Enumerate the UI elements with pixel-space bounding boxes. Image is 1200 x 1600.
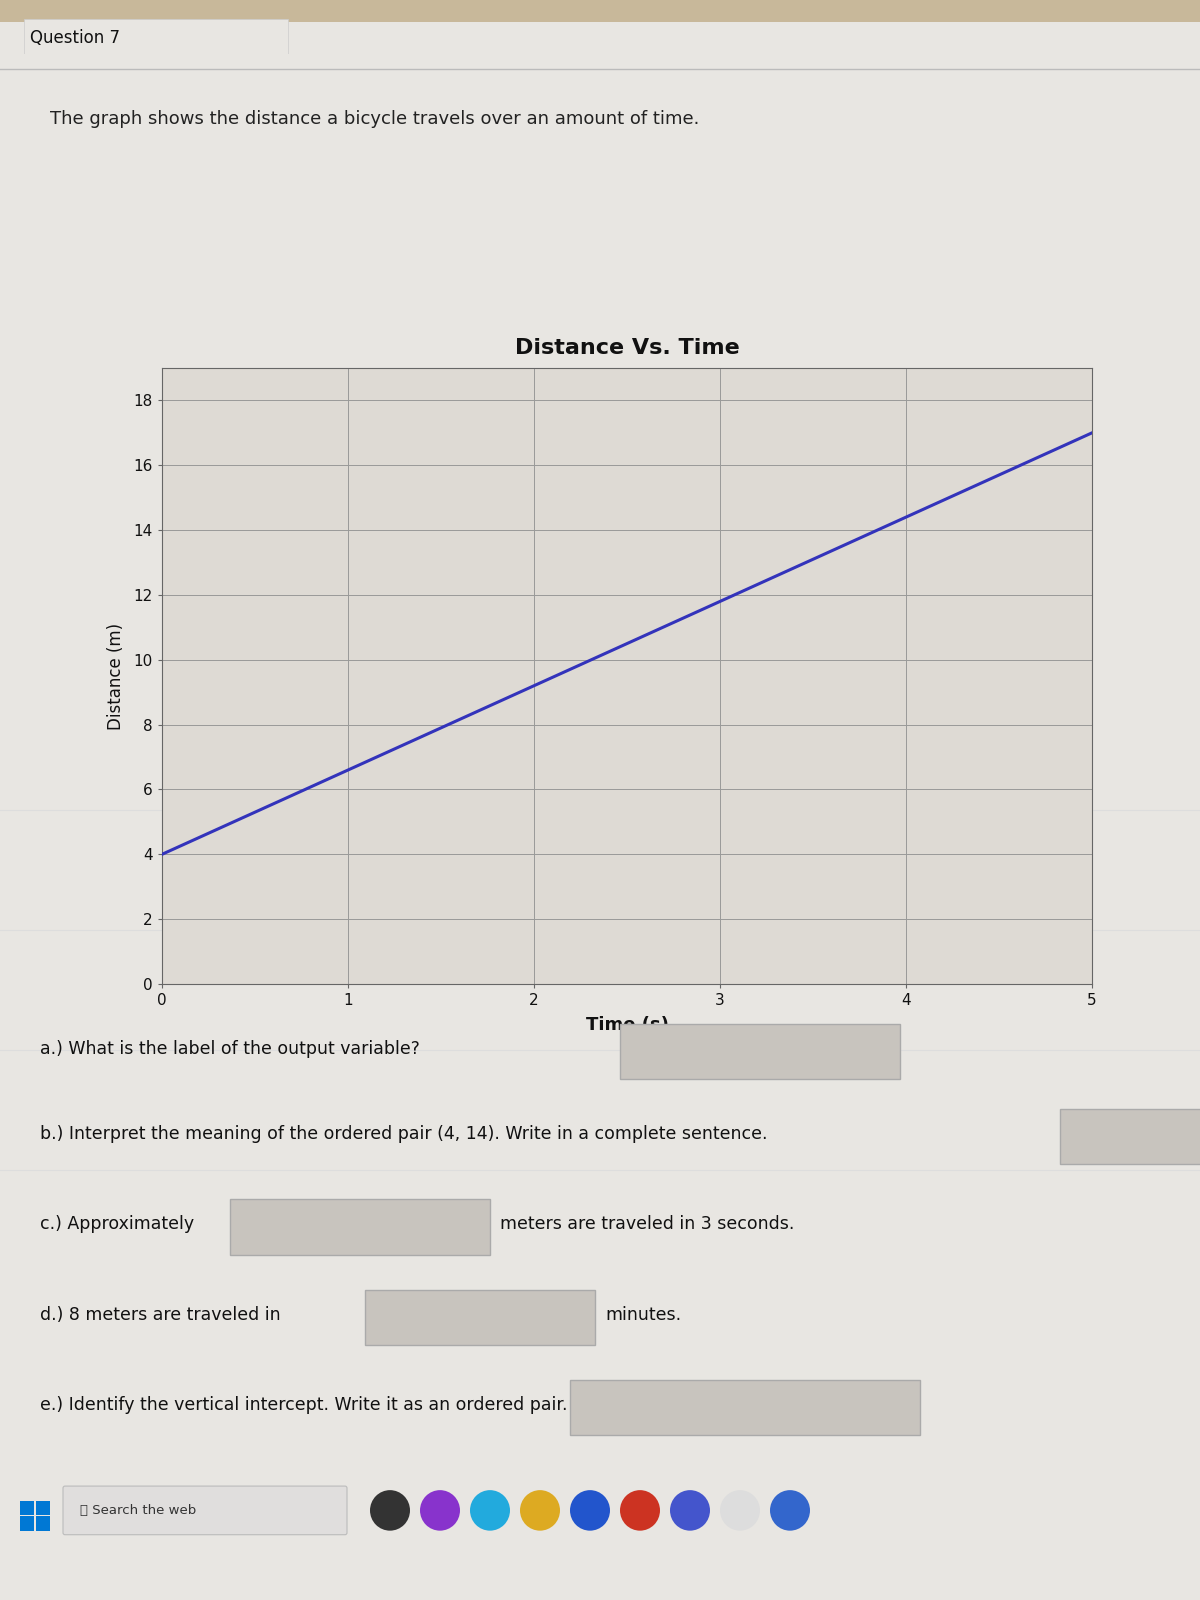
Circle shape <box>470 1490 510 1531</box>
Text: d.) 8 meters are traveled in: d.) 8 meters are traveled in <box>40 1306 281 1323</box>
Bar <box>36 1517 50 1531</box>
Circle shape <box>570 1490 610 1531</box>
Text: The graph shows the distance a bicycle travels over an amount of time.: The graph shows the distance a bicycle t… <box>50 110 700 128</box>
Text: a.) What is the label of the output variable?: a.) What is the label of the output vari… <box>40 1040 420 1058</box>
Circle shape <box>520 1490 560 1531</box>
Circle shape <box>420 1490 460 1531</box>
Bar <box>570 1379 920 1435</box>
Bar <box>620 1024 900 1078</box>
Circle shape <box>720 1490 760 1531</box>
Circle shape <box>770 1490 810 1531</box>
Y-axis label: Distance (m): Distance (m) <box>107 622 125 730</box>
Bar <box>36 1501 50 1515</box>
Circle shape <box>370 1490 410 1531</box>
Bar <box>24 19 288 54</box>
Text: c.) Approximately: c.) Approximately <box>40 1216 194 1234</box>
Circle shape <box>620 1490 660 1531</box>
X-axis label: Time (s): Time (s) <box>586 1016 668 1034</box>
Text: Question 7: Question 7 <box>30 29 120 46</box>
Text: ⌕ Search the web: ⌕ Search the web <box>80 1504 197 1517</box>
Bar <box>20 1501 34 1515</box>
FancyBboxPatch shape <box>64 1486 347 1534</box>
Bar <box>20 1517 34 1531</box>
Text: minutes.: minutes. <box>605 1306 682 1323</box>
Bar <box>230 1200 490 1254</box>
Title: Distance Vs. Time: Distance Vs. Time <box>515 338 739 358</box>
Bar <box>365 1290 595 1344</box>
Text: e.) Identify the vertical intercept. Write it as an ordered pair.: e.) Identify the vertical intercept. Wri… <box>40 1395 568 1414</box>
Text: meters are traveled in 3 seconds.: meters are traveled in 3 seconds. <box>500 1216 794 1234</box>
Text: b.) Interpret the meaning of the ordered pair (4, 14). Write in a complete sente: b.) Interpret the meaning of the ordered… <box>40 1125 768 1144</box>
Circle shape <box>670 1490 710 1531</box>
Bar <box>1060 1109 1200 1165</box>
Bar <box>0 0 1200 22</box>
